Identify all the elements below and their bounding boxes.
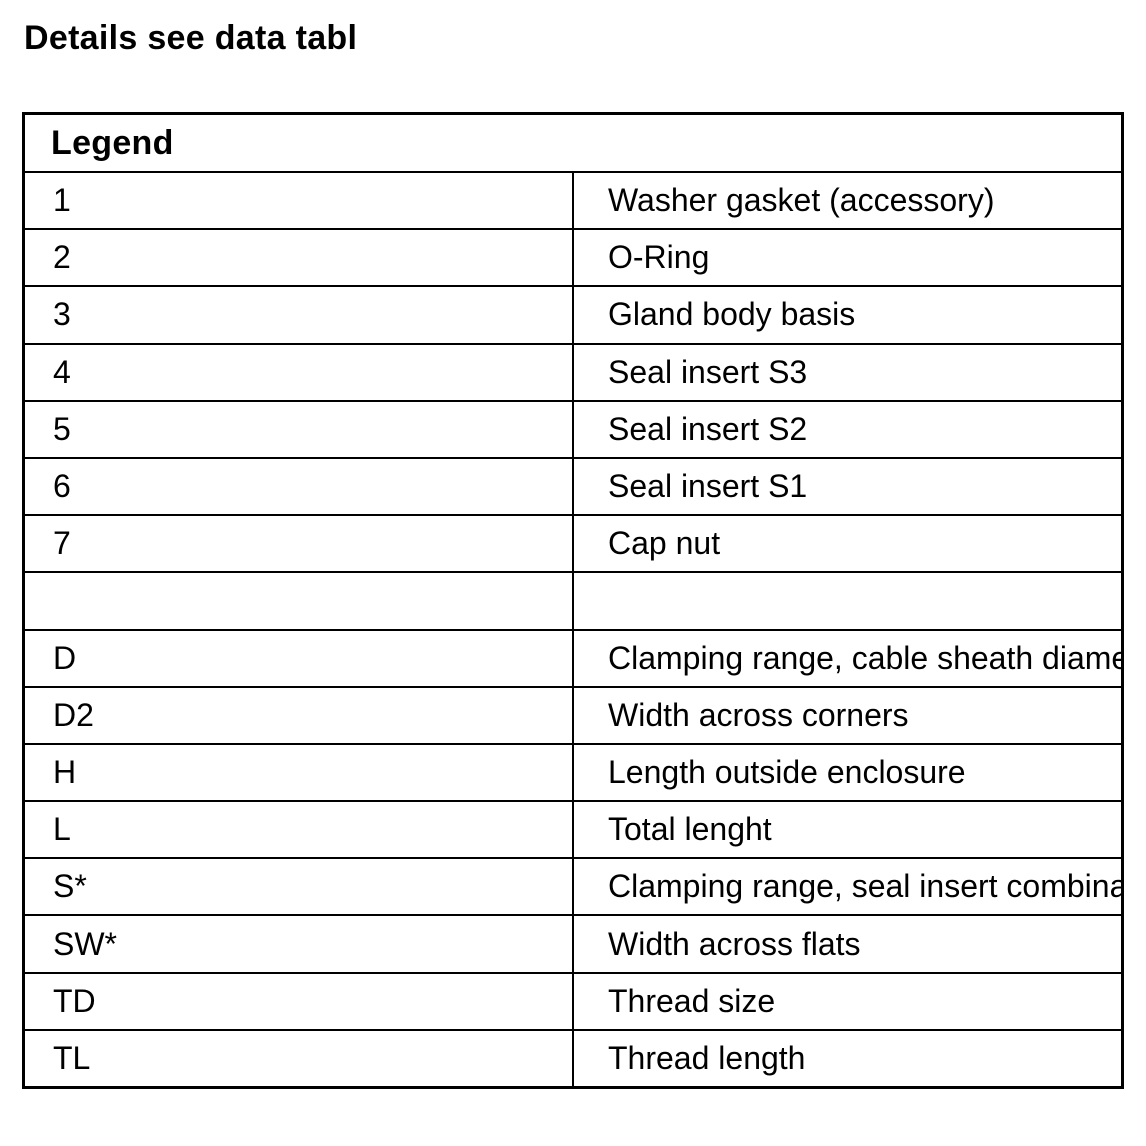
legend-key-cell: 7 bbox=[22, 514, 574, 574]
table-row: 2 O-Ring bbox=[22, 228, 1124, 288]
table-row: SW* Width across flats bbox=[22, 914, 1124, 974]
legend-description-cell: Clamping range, seal insert combinations bbox=[572, 857, 1124, 917]
legend-table-head: Legend bbox=[22, 112, 1124, 173]
legend-description-cell: Length outside enclosure bbox=[572, 742, 1124, 803]
legend-description-cell: Width across flats bbox=[572, 914, 1124, 974]
legend-table: Legend 1 Washer gasket (accessory) 2 O-Ring… bbox=[22, 112, 1124, 1089]
legend-key-cell: L bbox=[22, 800, 574, 860]
legend-description-cell: Total lenght bbox=[572, 800, 1124, 860]
legend-header: Legend bbox=[22, 112, 1124, 173]
table-row: D Clamping range, cable sheath diameter bbox=[22, 628, 1124, 688]
table-row: D2 Width across corners bbox=[22, 685, 1124, 745]
legend-key-cell: 3 bbox=[22, 285, 574, 345]
table-row: 5 Seal insert S2 bbox=[22, 399, 1124, 459]
legend-key-cell: S* bbox=[22, 857, 574, 917]
table-row: 3 Gland body basis bbox=[22, 285, 1124, 345]
legend-description-cell: Thread size bbox=[572, 971, 1124, 1031]
legend-key-cell: D2 bbox=[22, 685, 574, 745]
legend-key-cell: D bbox=[22, 628, 574, 688]
page-title: Details see data tabl bbox=[24, 19, 358, 57]
table-row bbox=[22, 571, 1124, 631]
table-row: S*Clamping range, seal insert combinatio… bbox=[22, 857, 1124, 917]
legend-header-row: Legend bbox=[22, 112, 1124, 173]
legend-key-cell: 6 bbox=[22, 456, 574, 517]
legend-description-cell: Gland body basis bbox=[572, 285, 1124, 345]
table-row: TD Thread size bbox=[22, 971, 1124, 1031]
legend-description-cell: Clamping range, cable sheath diameter bbox=[572, 628, 1124, 688]
legend-key-cell: TL bbox=[22, 1028, 574, 1089]
legend-key-cell bbox=[22, 571, 574, 631]
legend-description-cell: Thread length bbox=[572, 1028, 1124, 1089]
legend-description-cell: Seal insert S3 bbox=[572, 342, 1124, 402]
legend-description-cell: Washer gasket (accessory) bbox=[572, 170, 1124, 231]
legend-key-cell: 4 bbox=[22, 342, 574, 402]
legend-key-cell: 5 bbox=[22, 399, 574, 459]
legend-key-cell: H bbox=[22, 742, 574, 803]
legend-description-cell: Width across corners bbox=[572, 685, 1124, 745]
legend-description-cell: Seal insert S1 bbox=[572, 456, 1124, 517]
table-row: 7 Cap nut bbox=[22, 514, 1124, 574]
legend-key-cell: TD bbox=[22, 971, 574, 1031]
table-row: 1 Washer gasket (accessory) bbox=[22, 170, 1124, 231]
table-row: 6 Seal insert S1 bbox=[22, 456, 1124, 517]
legend-table-body: 1 Washer gasket (accessory) 2 O-Ring 3 Gland … bbox=[22, 170, 1124, 1089]
table-row: TL Thread length bbox=[22, 1028, 1124, 1089]
legend-key-cell: 1 bbox=[22, 170, 574, 231]
legend-key-cell: SW* bbox=[22, 914, 574, 974]
table-row: L Total lenght bbox=[22, 800, 1124, 860]
table-row: H Length outside enclosure bbox=[22, 742, 1124, 803]
legend-description-cell: Cap nut bbox=[572, 514, 1124, 574]
legend-description-cell: O-Ring bbox=[572, 228, 1124, 288]
legend-description-cell: Seal insert S2 bbox=[572, 399, 1124, 459]
legend-key-cell: 2 bbox=[22, 228, 574, 288]
legend-description-cell bbox=[572, 571, 1124, 631]
table-row: 4 Seal insert S3 bbox=[22, 342, 1124, 402]
